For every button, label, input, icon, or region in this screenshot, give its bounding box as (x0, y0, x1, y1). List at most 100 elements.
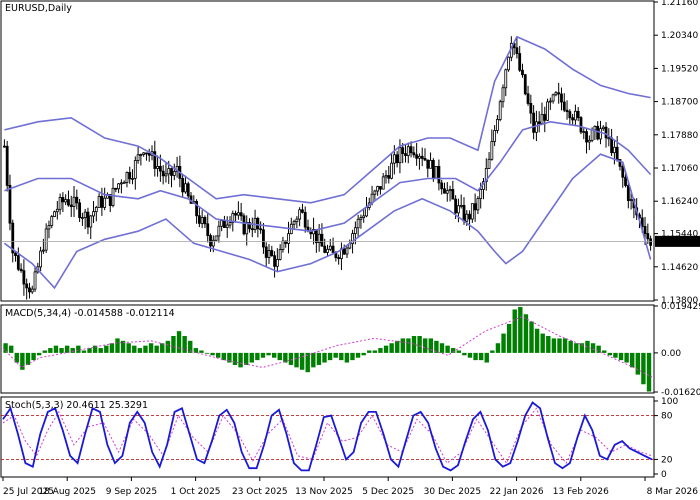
candle-body (53, 211, 56, 217)
candle-body (454, 198, 458, 214)
candle-body (161, 170, 165, 177)
candle-body (11, 222, 15, 254)
macd-bar (25, 352, 31, 365)
macd-bar (243, 352, 249, 365)
macd-bar (400, 338, 406, 353)
macd-bar (579, 343, 585, 353)
stoch-tick-label: 20 (661, 455, 673, 465)
candle-body (80, 217, 84, 219)
macd-bar (333, 352, 338, 358)
candle-body (501, 87, 505, 103)
macd-bar (624, 352, 629, 363)
macd-bar (534, 328, 540, 353)
macd-bar (512, 309, 517, 353)
price-tick-label: 1.20340 (661, 31, 698, 41)
macd-bar (551, 338, 557, 353)
candle-body (337, 257, 341, 259)
candle-body (423, 158, 427, 161)
symbol-title: EURUSD,Daily (5, 3, 72, 14)
price-tick-label: 1.21160 (661, 0, 698, 8)
time-tick-label: 13 Nov 2025 (295, 487, 353, 497)
candle-body (640, 217, 644, 227)
candle-body (94, 206, 98, 213)
candle-body (390, 162, 393, 179)
candle-body (142, 152, 146, 155)
macd-bar (367, 350, 372, 353)
candle-body (39, 250, 43, 268)
macd-bar (406, 338, 411, 353)
candle-body (225, 224, 229, 228)
candle-body (599, 128, 602, 140)
macd-bar (193, 348, 199, 353)
candle-body (248, 222, 251, 230)
candle-body (493, 130, 497, 142)
macd-bar (557, 338, 562, 353)
macd-bar (574, 343, 579, 353)
candle-body (320, 233, 324, 247)
candle-body (529, 103, 533, 114)
time-tick-label: 30 Dec 2025 (424, 487, 482, 497)
macd-bar (64, 345, 70, 353)
candle-body (19, 268, 23, 272)
candle-body (145, 152, 148, 155)
macd-bar (305, 352, 310, 373)
candle-body (523, 74, 527, 95)
candle-body (125, 172, 129, 183)
price-candles (2, 36, 653, 300)
macd-bar (428, 338, 434, 353)
price-tick-label: 1.14620 (661, 263, 698, 273)
candle-body (55, 208, 59, 213)
macd-bar (199, 350, 204, 353)
candle-body (476, 198, 480, 211)
candle-body (184, 183, 187, 193)
macd-bar (523, 314, 529, 353)
candle-body (195, 201, 198, 217)
macd-bar (529, 321, 534, 353)
candle-body (58, 197, 62, 210)
macd-bar (81, 350, 87, 353)
candle-body (587, 139, 591, 143)
candle-body (342, 248, 346, 255)
candle-body (328, 245, 332, 250)
candle-body (373, 190, 377, 195)
macd-bar (126, 343, 131, 353)
candle-body (156, 166, 159, 169)
price-pane[interactable]: EURUSD,Daily 1.21160 1.20340 1.19520 1.1870… (0, 0, 700, 306)
candle-body (448, 189, 452, 192)
macd-bar (294, 352, 299, 368)
candle-body (234, 213, 237, 216)
candle-body (593, 125, 597, 131)
candle-body (181, 178, 185, 193)
candle-body (136, 154, 140, 161)
price-axis: 1.21160 1.20340 1.19520 1.18700 1.17880 1.170… (654, 0, 698, 306)
candle-body (295, 218, 299, 223)
macd-bar (641, 352, 646, 385)
candle-body (426, 159, 430, 169)
stoch-axis: 100 80 20 0 (654, 397, 678, 480)
time-tick-label: 5 Dec 2025 (362, 487, 414, 497)
macd-bar (221, 352, 226, 361)
macd-bar (165, 340, 171, 353)
stoch-pane[interactable]: Stoch(5,3,3) 20.4611 25.3291 100 80 20 0 (0, 396, 678, 480)
macd-bar (630, 352, 635, 368)
macd-bar (467, 352, 473, 358)
candle-body (323, 245, 327, 253)
candle-body (479, 189, 483, 200)
current-price-label: 1.15248 (659, 238, 696, 248)
macd-pane[interactable]: MACD(5,34,4) -0.014588 -0.012114 0.01942… (0, 302, 700, 398)
candle-body (484, 168, 488, 182)
macd-bar (613, 352, 618, 358)
candle-body (487, 158, 491, 169)
candle-body (44, 228, 48, 251)
macd-bar (20, 352, 25, 370)
candle-body (67, 199, 70, 206)
macd-bar (76, 345, 81, 353)
macd-bar (115, 338, 120, 353)
macd-bar (137, 348, 143, 353)
candle-body (615, 146, 619, 160)
candle-body (8, 184, 12, 224)
candle-body (114, 187, 118, 190)
macd-bar (495, 343, 501, 353)
candle-body (582, 131, 586, 133)
